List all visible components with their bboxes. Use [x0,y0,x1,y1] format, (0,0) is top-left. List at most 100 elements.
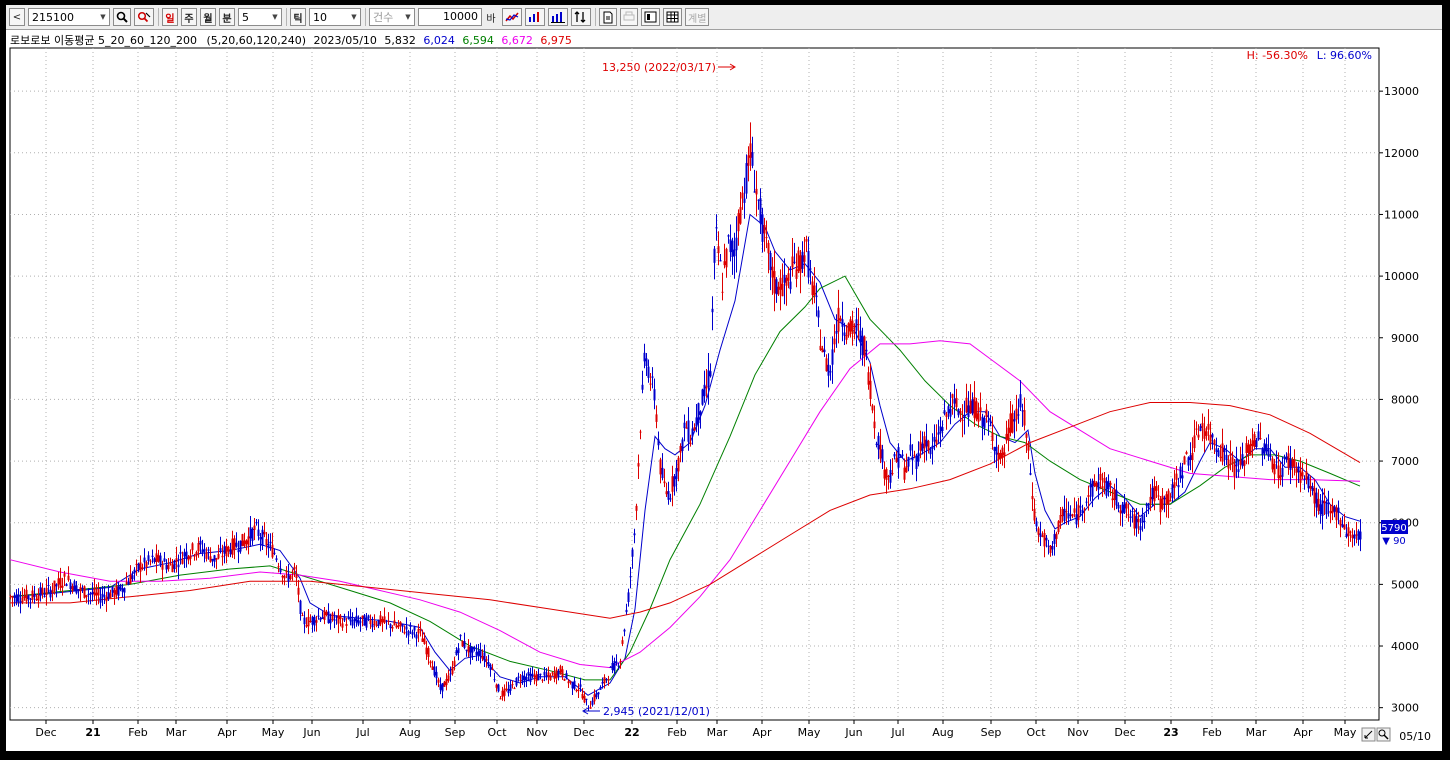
candle-body [379,615,382,625]
x-tick-label: Mar [707,726,728,739]
candle-body [157,555,160,562]
candle-body [39,587,42,597]
candle-body [621,640,624,644]
candle-body [705,386,708,389]
candle-body [295,575,298,578]
candle-body [1095,482,1098,487]
candle-body [535,673,538,682]
candle-body [1091,480,1094,497]
candle-body [515,677,518,686]
candle-body [395,625,398,628]
candle-chart-button[interactable] [548,8,568,26]
line-chart-button[interactable] [502,8,522,26]
candle-body [713,248,716,263]
candle-body [275,558,278,561]
candle-body [1089,484,1092,488]
tick-select[interactable]: 10 ▼ [309,8,361,26]
candle-body [255,522,258,524]
candle-body [1337,507,1340,513]
candle-body [235,542,238,547]
candle-body [1277,465,1280,478]
candle-body [1355,534,1358,536]
candle-body [1099,474,1102,481]
candle-body [989,425,992,427]
print-button[interactable] [620,8,638,26]
table-button[interactable] [663,8,682,26]
candle-body [93,588,96,596]
candle-body [457,648,460,653]
candle-body [855,319,858,331]
period-day-button[interactable]: 일 [162,8,178,26]
candle-body [191,543,194,551]
candle-body [1359,531,1362,540]
tick-value: 10 [313,10,327,24]
candle-body [327,611,330,624]
candle-body [137,563,140,570]
candle-body [1205,431,1208,436]
stock-code-select[interactable]: 215100 ▼ [28,8,110,26]
price-chart[interactable]: 3000400050006000700080009000100001100012… [6,30,1442,751]
x-tick-label: Feb [128,726,147,739]
favorite-button[interactable] [134,8,154,26]
count-select[interactable]: 건수 ▼ [369,8,415,26]
x-tick-label: Apr [752,726,772,739]
candle-body [723,261,726,266]
candle-body [945,413,948,417]
candle-body [247,536,250,546]
candle-body [1309,485,1312,489]
candle-body [21,597,24,603]
candle-body [231,538,234,555]
candle-body [881,449,884,463]
price-change: ▼ 90 [1382,536,1406,547]
candle-body [841,319,844,327]
candle-body [1251,440,1254,446]
bar-count-input[interactable]: 10000 [418,8,482,26]
sort-button[interactable] [571,8,591,26]
minute-select[interactable]: 5 ▼ [238,8,282,26]
period-month-button[interactable]: 월 [200,8,216,26]
toolbar: < 215100 ▼ 일 주 월 분 5 ▼ 틱 10 ▼ 건수 ▼ 1000 [6,5,1442,30]
candle-body [889,470,892,483]
candle-body [77,589,80,591]
candle-body [25,589,28,602]
candle-body [1323,501,1326,504]
disabled-button[interactable]: 계별 [685,8,710,26]
tick-button[interactable]: 틱 [290,8,306,26]
candle-body [1261,449,1264,455]
candle-body [1161,495,1164,509]
prev-button[interactable]: < [9,8,25,26]
candle-body [167,564,170,570]
period-minute-button[interactable]: 분 [219,8,235,26]
x-tick-label: Feb [1202,726,1221,739]
max-annotation: 13,250 (2022/03/17) [602,61,716,74]
y-tick-label: 13000 [1384,85,1419,98]
candle-body [401,623,404,627]
ma-line-120 [9,340,1361,669]
candle-body [1335,507,1338,521]
document-button[interactable] [599,8,617,26]
candle-body [707,370,710,387]
bar-chart-button[interactable] [525,8,545,26]
candle-body [1009,413,1012,433]
candle-body [901,454,904,457]
x-tick-label: Jul [890,726,904,739]
candle-body [665,491,668,495]
candle-body [635,505,638,511]
candle-body [875,443,878,445]
favorite-search-icon [137,11,151,23]
candle-body [771,266,774,278]
candle-body [693,427,696,431]
period-week-button[interactable]: 주 [181,8,197,26]
candle-body [523,676,526,680]
candle-body [655,414,658,422]
candle-body [1331,505,1334,514]
search-button[interactable] [113,8,131,26]
candle-body [943,410,946,414]
candle-body [555,669,558,679]
candle-body [751,152,754,166]
candle-body [329,619,332,624]
candle-body [269,541,272,544]
candle-body [59,577,62,588]
export-button[interactable] [641,8,660,26]
zoom-search-icon [1378,729,1386,737]
